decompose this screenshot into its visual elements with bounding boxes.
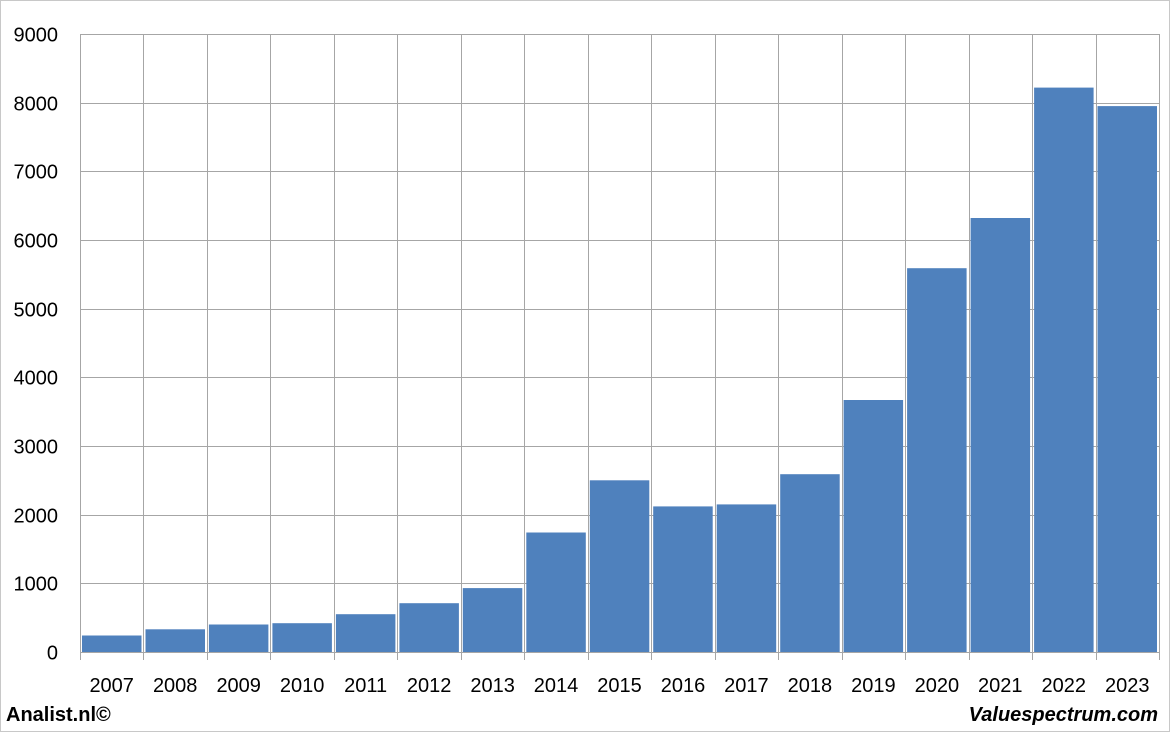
y-tick-label: 2000 <box>14 506 59 528</box>
bar-2013 <box>462 588 523 652</box>
bar-2010 <box>272 623 332 652</box>
source-label-left: Analist.nl© <box>6 704 111 726</box>
y-tick-label: 5000 <box>14 300 59 322</box>
source-label-right: Valuespectrum.com <box>968 704 1158 726</box>
y-tick-label: 7000 <box>14 162 59 184</box>
x-tick-label: 2021 <box>978 675 1023 697</box>
x-tick-label: 2008 <box>153 675 198 697</box>
y-tick-label: 1000 <box>14 574 59 596</box>
y-axis-ticks: 0 1000 2000 3000 4000 5000 6000 7000 8000 9000 <box>14 25 59 665</box>
bar-2012 <box>399 603 459 652</box>
bars <box>82 87 1157 653</box>
x-tick-label: 2011 <box>344 675 387 697</box>
x-axis-ticks: 2007 2008 2009 2010 2011 2012 2013 2014 2015 2016… <box>89 675 1149 697</box>
bar-2016 <box>653 506 713 652</box>
bar-2018 <box>780 474 840 652</box>
bar-2021 <box>970 218 1031 652</box>
y-tick-label: 8000 <box>14 94 59 116</box>
x-tick-label: 2020 <box>915 675 960 697</box>
bar-2017 <box>716 504 777 652</box>
bar-2023 <box>1097 106 1157 653</box>
x-tick-label: 2015 <box>597 675 642 697</box>
x-tick-label: 2012 <box>407 675 452 697</box>
x-tick-label: 2014 <box>534 675 579 697</box>
x-tick-label: 2009 <box>216 675 261 697</box>
bar-2022 <box>1034 87 1094 653</box>
x-tick-label: 2007 <box>89 675 134 697</box>
y-tick-label: 9000 <box>14 25 59 47</box>
x-tick-label: 2016 <box>661 675 706 697</box>
bar-2009 <box>208 624 269 652</box>
x-tick-label: 2010 <box>280 675 325 697</box>
bar-2019 <box>843 400 904 652</box>
x-tick-label: 2018 <box>788 675 833 697</box>
bar-2011 <box>335 614 396 652</box>
x-tick-label: 2023 <box>1105 675 1150 697</box>
bar-2014 <box>526 532 586 652</box>
x-tick-label: 2017 <box>724 675 769 697</box>
x-tick-label: 2013 <box>470 675 515 697</box>
y-tick-label: 3000 <box>14 437 59 459</box>
y-tick-label: 4000 <box>14 368 59 390</box>
bar-2015 <box>589 480 650 652</box>
x-tick-label: 2019 <box>851 675 896 697</box>
bar-2008 <box>145 629 205 652</box>
y-tick-label: 6000 <box>14 231 59 253</box>
bar-2020 <box>907 268 967 652</box>
bar-2007 <box>82 635 142 652</box>
x-tick-label: 2022 <box>1042 675 1087 697</box>
y-tick-label: 0 <box>47 643 58 665</box>
